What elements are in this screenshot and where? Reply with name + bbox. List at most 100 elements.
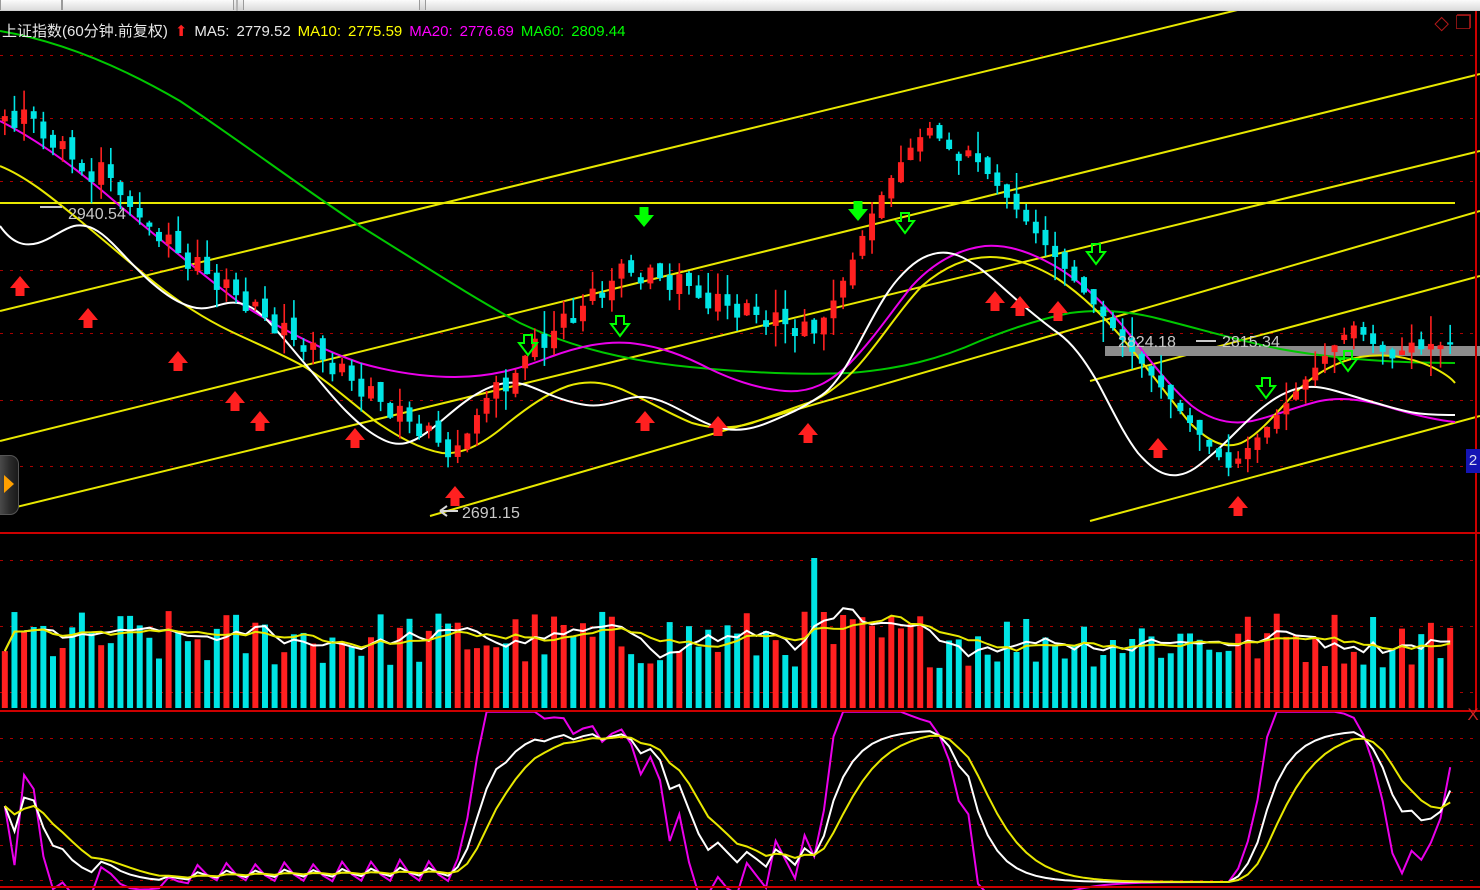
volume-bar <box>454 622 461 708</box>
volume-bar <box>445 623 452 708</box>
volume-bar <box>579 623 586 708</box>
sell-signal-arrow-icon <box>634 207 654 227</box>
price-gridlines <box>0 55 1480 467</box>
panel-divider-3 <box>0 886 1480 888</box>
volume-bar <box>984 654 991 708</box>
volume-bar <box>1244 616 1251 708</box>
ma10-label: MA10: <box>297 23 342 40</box>
sell-signal-arrow-outline-icon <box>517 334 539 357</box>
right-rail-close-badge[interactable]: X <box>1467 705 1479 724</box>
ma5-line <box>0 224 1456 477</box>
volume-bar <box>840 615 847 708</box>
volume-bar <box>965 665 972 708</box>
sell-signal-arrow-outline-icon <box>1085 243 1107 266</box>
volume-bar <box>136 625 143 708</box>
volume-bar <box>869 625 876 708</box>
restore-window-icon[interactable]: ❐ <box>1454 13 1472 34</box>
left-panel-expand-handle[interactable] <box>0 455 19 515</box>
signal-arrows <box>10 201 1359 516</box>
kdj-chart-panel[interactable]: KDJ(9,3,3)K:60.81D:58.16J:66.12 <box>0 712 1480 890</box>
volume-bar <box>1167 653 1174 708</box>
volume-chart-canvas <box>0 558 1480 708</box>
volume-bar <box>233 614 240 708</box>
trend-channel-lines-2 <box>429 210 1480 522</box>
expand-arrow-icon <box>4 475 14 493</box>
volume-bar <box>1109 640 1116 708</box>
volume-bar <box>59 647 66 708</box>
volume-bar <box>11 612 18 708</box>
ma20-label: MA20: <box>409 23 453 40</box>
volume-bar <box>1399 628 1405 708</box>
buy-signal-arrow-icon <box>1010 296 1030 316</box>
volume-bar <box>599 611 606 708</box>
volume-bar <box>811 558 818 708</box>
price-chart-panel[interactable]: 2940.54 2691.15 2824.18 2815.34 上证指数(60分… <box>0 11 1480 532</box>
buy-signal-arrow-icon <box>445 486 465 506</box>
window-controls[interactable]: ◇ ❐ <box>1434 12 1472 34</box>
volume-bar <box>50 656 56 708</box>
toolbar-button-group-3[interactable] <box>243 0 420 10</box>
price-label-2691: 2691.15 <box>462 505 520 522</box>
buy-signal-arrow-icon <box>798 423 818 443</box>
volume-bar <box>859 617 866 708</box>
right-rail-count-badge[interactable]: 2 <box>1466 449 1480 473</box>
volume-bar <box>801 611 808 708</box>
sell-signal-arrow-outline-icon <box>1255 377 1277 400</box>
volume-bar <box>647 663 654 708</box>
volume-bar <box>339 642 346 708</box>
volume-bar <box>1138 628 1145 708</box>
volume-bar <box>734 633 741 708</box>
volume-bar <box>175 631 182 708</box>
volume-bar <box>522 661 529 708</box>
price-label-2815: 2815.34 <box>1222 334 1280 351</box>
volume-bars <box>1 558 1454 708</box>
buy-signal-arrow-icon <box>345 428 365 448</box>
volume-bar <box>98 645 105 708</box>
volume-bar <box>1370 616 1377 708</box>
volume-bar <box>994 661 1001 708</box>
volume-bar <box>329 637 336 708</box>
ma20-value: 2776.69 <box>459 23 514 40</box>
volume-bar <box>724 625 731 708</box>
right-edge-rail[interactable] <box>1473 11 1480 711</box>
volume-bar <box>676 650 683 708</box>
volume-bar <box>878 637 885 708</box>
toolbar-button-group-4[interactable] <box>425 0 1480 10</box>
toolbar-separator-1 <box>236 0 238 11</box>
volume-bar <box>194 639 201 708</box>
volume-bar <box>1013 652 1020 708</box>
volume-bar <box>570 636 577 708</box>
buy-signal-arrow-icon <box>1048 301 1068 321</box>
buy-signal-arrow-icon <box>10 276 30 296</box>
volume-bar <box>820 612 827 708</box>
diamond-icon[interactable]: ◇ <box>1434 13 1449 34</box>
volume-bar <box>78 612 85 708</box>
volume-bar <box>1215 652 1222 708</box>
volume-bar <box>1129 638 1136 708</box>
volume-bar <box>608 616 615 708</box>
volume-bar <box>425 630 432 708</box>
volume-bar <box>127 615 134 708</box>
volume-bar <box>926 667 933 708</box>
ma10-line <box>0 165 1456 455</box>
volume-bar <box>1119 653 1126 708</box>
sell-signal-arrow-icon <box>848 201 868 221</box>
volume-bar <box>666 622 673 708</box>
volume-bar <box>1379 667 1386 708</box>
toolbar-button-group-2[interactable] <box>62 0 234 10</box>
volume-bar <box>637 663 644 708</box>
volume-bar <box>531 614 538 708</box>
sell-signal-arrow-outline-icon <box>609 315 631 338</box>
volume-bar <box>358 655 365 708</box>
volume-bar <box>772 640 779 708</box>
volume-bar <box>261 624 268 708</box>
toolbar-button-group-1[interactable] <box>0 0 62 10</box>
volume-bar <box>714 651 721 708</box>
volume-bar <box>897 628 904 708</box>
volume-bar <box>319 662 326 708</box>
volume-bar <box>483 645 490 708</box>
volume-bar <box>1341 663 1348 708</box>
buy-signal-arrow-icon <box>635 411 655 431</box>
volume-chart-panel[interactable]: VOLUME:2605611.00MA5:2961231.00MA10:2907… <box>0 534 1480 710</box>
